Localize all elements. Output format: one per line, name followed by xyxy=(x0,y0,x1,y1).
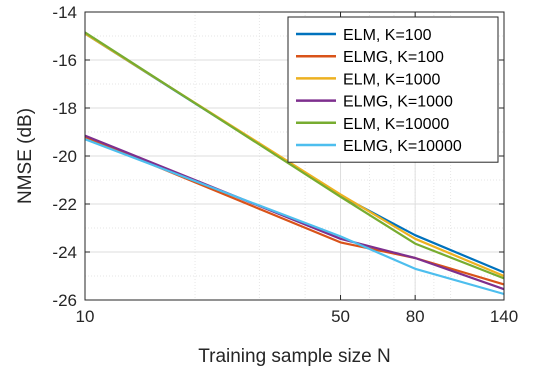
series-line-1 xyxy=(84,135,505,286)
y-axis-label: NMSE (dB) xyxy=(15,108,36,204)
x-axis-label: Training sample size N xyxy=(198,346,391,367)
legend-entry-label: ELM, K=100 xyxy=(343,27,432,44)
y-tick-label: -24 xyxy=(52,243,77,262)
legend-entry-label: ELMG, K=10000 xyxy=(343,138,462,155)
y-tick-labels: -14 -16 -18 -20 -22 -24 -26 xyxy=(52,3,77,310)
legend-entry-label: ELMG, K=1000 xyxy=(343,94,453,111)
x-tick-label: 140 xyxy=(490,307,518,326)
y-tick-label: -20 xyxy=(52,147,77,166)
legend-box xyxy=(287,16,499,163)
x-tick-labels: 10 50 80 140 xyxy=(76,307,519,326)
y-tick-label: -26 xyxy=(52,291,77,310)
legend-entry-label: ELM, K=1000 xyxy=(343,71,441,88)
tick-marks xyxy=(84,11,505,301)
series-line-5 xyxy=(84,138,505,296)
x-tick-label: 50 xyxy=(331,307,350,326)
x-tick-label: 10 xyxy=(76,307,95,326)
legend-entry-label: ELM, K=10000 xyxy=(343,116,449,133)
legend-entry-label: ELMG, K=100 xyxy=(343,49,444,66)
y-tick-label: -18 xyxy=(52,99,77,118)
y-tick-label: -14 xyxy=(52,3,77,22)
y-tick-label: -16 xyxy=(52,51,77,70)
series-line-4 xyxy=(84,31,505,280)
y-tick-label: -22 xyxy=(52,195,77,214)
series-lines xyxy=(84,31,505,296)
x-tick-label: 80 xyxy=(406,307,425,326)
legend: ELM, K=100 ELMG, K=100 ELM, K=1000 ELMG, K=… xyxy=(287,16,499,163)
